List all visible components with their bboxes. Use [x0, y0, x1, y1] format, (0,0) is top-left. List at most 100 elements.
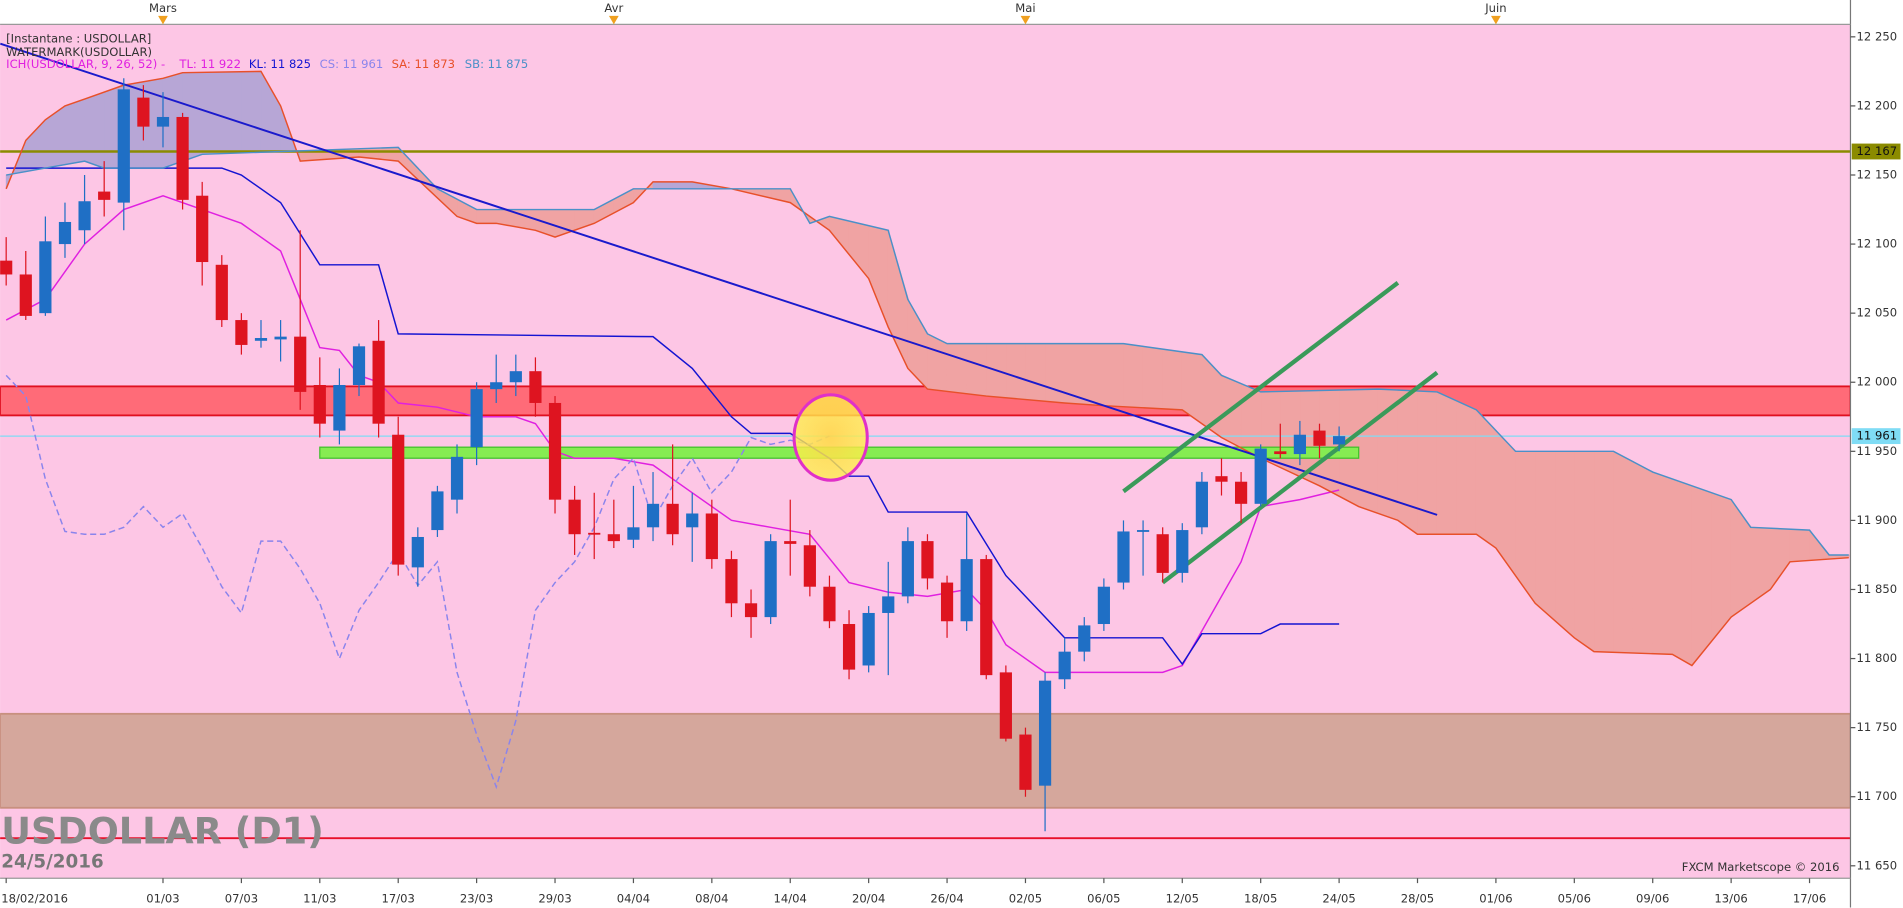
y-tick-label: 11 650: [1857, 858, 1898, 872]
candle-body: [1234, 481, 1248, 504]
x-tick-label: 06/05: [1087, 891, 1120, 905]
cloud-segment: [1456, 400, 1478, 535]
candle-body: [1156, 534, 1169, 573]
x-tick-label: 14/04: [774, 891, 807, 905]
cloud-segment: [1162, 348, 1184, 411]
price-tag: [1851, 143, 1901, 160]
cloud-segment: [1573, 450, 1595, 653]
cloud-segment: [84, 91, 106, 169]
cloud-segment: [1534, 450, 1556, 622]
header-line: WATERMARK(USDOLLAR): [6, 45, 152, 59]
candle-body: [372, 340, 385, 424]
candle-body: [117, 89, 130, 203]
cloud-segment: [1044, 343, 1066, 404]
candle-body: [450, 456, 464, 500]
header-line: [Instantane : USDOLLAR]: [6, 32, 151, 46]
y-tick-label: 12 200: [1857, 98, 1898, 112]
y-tick-label: 11 800: [1857, 651, 1898, 665]
x-tick-label: 11/03: [303, 891, 336, 905]
candle-body: [980, 559, 993, 676]
month-label: Juin: [1484, 1, 1506, 15]
price-tag: [1851, 428, 1901, 445]
cloud-segment: [1103, 343, 1125, 408]
candle-body: [646, 503, 660, 528]
x-tick-label: 17/03: [382, 891, 415, 905]
x-tick-label: 08/04: [695, 891, 728, 905]
candle-body: [901, 541, 914, 597]
candle-body: [1019, 734, 1032, 790]
cloud-segment: [476, 209, 498, 224]
candle-body: [823, 586, 836, 622]
x-tick-label: 28/05: [1401, 891, 1434, 905]
candle-body: [333, 384, 346, 431]
price-tag-label: 11 961: [1857, 429, 1898, 443]
cloud-segment: [966, 343, 988, 397]
candle-body: [294, 336, 307, 392]
candle-body: [98, 191, 111, 200]
candle-body: [470, 389, 483, 448]
candle-body: [744, 603, 758, 618]
highlight-circle: [792, 393, 869, 482]
month-marker: [158, 15, 168, 25]
cloud-segment: [1691, 485, 1713, 667]
candle-body: [1058, 651, 1071, 680]
y-tick-label: 12 250: [1857, 29, 1898, 43]
cloud-segment: [1671, 478, 1693, 667]
candle-body: [548, 402, 562, 500]
candle-body: [490, 382, 503, 390]
candle-body: [1274, 451, 1287, 455]
candle-body: [1078, 625, 1091, 652]
candle-body: [215, 264, 228, 321]
x-tick-label: 04/04: [617, 891, 650, 905]
credit: FXCM Marketscope © 2016: [1682, 860, 1840, 874]
candle-body: [568, 499, 581, 535]
candle-body: [764, 541, 777, 618]
trendline: [1122, 281, 1400, 494]
candle-body: [784, 541, 797, 544]
candle-body: [411, 536, 424, 568]
cloud-segment: [1475, 408, 1497, 549]
candle-body: [1293, 434, 1306, 455]
cloud-segment: [1123, 343, 1145, 409]
x-tick-label: 13/06: [1714, 891, 1747, 905]
legend-item: TL: 11 922: [178, 57, 241, 71]
candle-body: [78, 201, 91, 231]
candle-body: [156, 116, 170, 127]
x-tick-label: 26/04: [930, 891, 963, 905]
candle-body: [509, 371, 522, 383]
y-tick-label: 11 750: [1857, 720, 1898, 734]
candle-body: [529, 371, 542, 403]
candle-body: [196, 195, 209, 263]
candle-body: [627, 527, 640, 540]
candle-body: [1097, 586, 1110, 625]
cloud-segment: [1397, 389, 1419, 535]
y-tick-label: 11 900: [1857, 513, 1898, 527]
candle-body: [1332, 436, 1346, 445]
candle-body: [1136, 530, 1150, 532]
y-tick-label: 12 050: [1857, 306, 1898, 320]
x-tick-label: 07/03: [225, 891, 258, 905]
candle-body: [999, 672, 1012, 739]
month-label: Avr: [604, 1, 623, 15]
x-tick-label: 01/06: [1479, 891, 1512, 905]
candle-body: [921, 541, 934, 579]
month-label: Mai: [1015, 1, 1035, 15]
plot-area: [0, 42, 1851, 840]
legend-item: SB: 11 875: [465, 57, 528, 71]
candle-body: [392, 434, 405, 565]
candle-body: [235, 320, 248, 345]
x-tick-label: 01/03: [146, 891, 179, 905]
month-marker: [1491, 15, 1501, 25]
month-marker: [1020, 15, 1031, 25]
cloud-segment: [1632, 461, 1654, 655]
chart-title: USDOLLAR (D1): [1, 810, 324, 853]
x-tick-label: 18/05: [1244, 891, 1277, 905]
y-tick-label: 12 150: [1857, 167, 1898, 181]
candle-body: [274, 336, 287, 340]
cloud-segment: [1142, 345, 1164, 410]
cloud-segment: [1554, 450, 1576, 639]
cloud-segment: [1083, 343, 1105, 407]
candle-body: [176, 116, 189, 200]
candle-body: [960, 559, 973, 622]
